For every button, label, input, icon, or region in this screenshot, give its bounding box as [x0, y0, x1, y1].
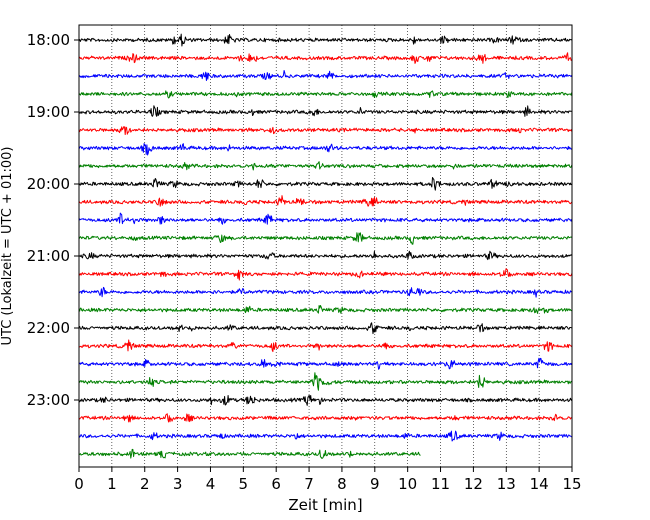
x-tick-label: 8	[337, 475, 347, 493]
y-tick-label: 20:00	[27, 175, 70, 193]
trace-row	[78, 143, 573, 156]
trace-row	[78, 195, 573, 207]
x-tick-label: 9	[370, 475, 380, 493]
x-tick-label: 6	[271, 475, 281, 493]
y-axis-label: UTC (Lokalzeit = UTC + 01:00)	[0, 147, 15, 346]
y-tick-label: 21:00	[27, 247, 70, 265]
trace-row	[78, 268, 573, 281]
trace-row	[78, 232, 573, 245]
x-tick-label: 7	[304, 475, 314, 493]
trace-row	[78, 52, 573, 64]
y-tick-label: 22:00	[27, 319, 70, 337]
plot-frame	[78, 24, 573, 468]
x-tick-label: 3	[173, 475, 183, 493]
trace-row	[78, 322, 572, 335]
trace-row	[78, 69, 573, 82]
trace-row	[78, 105, 572, 117]
trace-row	[78, 33, 573, 47]
x-tick-label: 14	[530, 475, 549, 493]
x-tick-label: 12	[464, 475, 483, 493]
trace-row	[78, 304, 572, 314]
x-tick-label: 5	[239, 475, 249, 493]
trace-row	[78, 90, 573, 99]
trace-row	[78, 177, 573, 191]
trace-row	[78, 372, 573, 391]
x-axis-ticks: 0 1 2 3 4 5 6 7 8 9 10 11 12 13 14 15	[74, 467, 582, 493]
x-tick-label: 10	[398, 475, 417, 493]
x-tick-label: 13	[497, 475, 516, 493]
x-tick-label: 11	[431, 475, 450, 493]
trace-row	[78, 394, 573, 406]
trace-row	[78, 339, 573, 353]
y-tick-label: 19:00	[27, 103, 70, 121]
y-tick-label: 23:00	[27, 391, 70, 409]
x-tick-label: 2	[140, 475, 150, 493]
x-tick-label: 0	[74, 475, 84, 493]
trace-rows	[78, 33, 573, 459]
trace-row	[78, 413, 573, 423]
trace-row	[78, 250, 573, 261]
x-tick-label: 4	[206, 475, 216, 493]
trace-row	[78, 212, 573, 225]
trace-row	[78, 161, 573, 171]
x-tick-label: 15	[562, 475, 581, 493]
trace-row	[78, 126, 573, 136]
trace-row	[78, 448, 421, 459]
trace-row	[78, 430, 573, 442]
x-axis-label: Zeit [min]	[288, 496, 362, 514]
trace-row	[78, 357, 573, 370]
x-tick-label: 1	[107, 475, 117, 493]
y-tick-label: 18:00	[27, 31, 70, 49]
trace-row	[78, 286, 572, 298]
y-axis-ticks: 18:00 19:00 20:00 21:00 22:00 23:00	[27, 31, 79, 409]
